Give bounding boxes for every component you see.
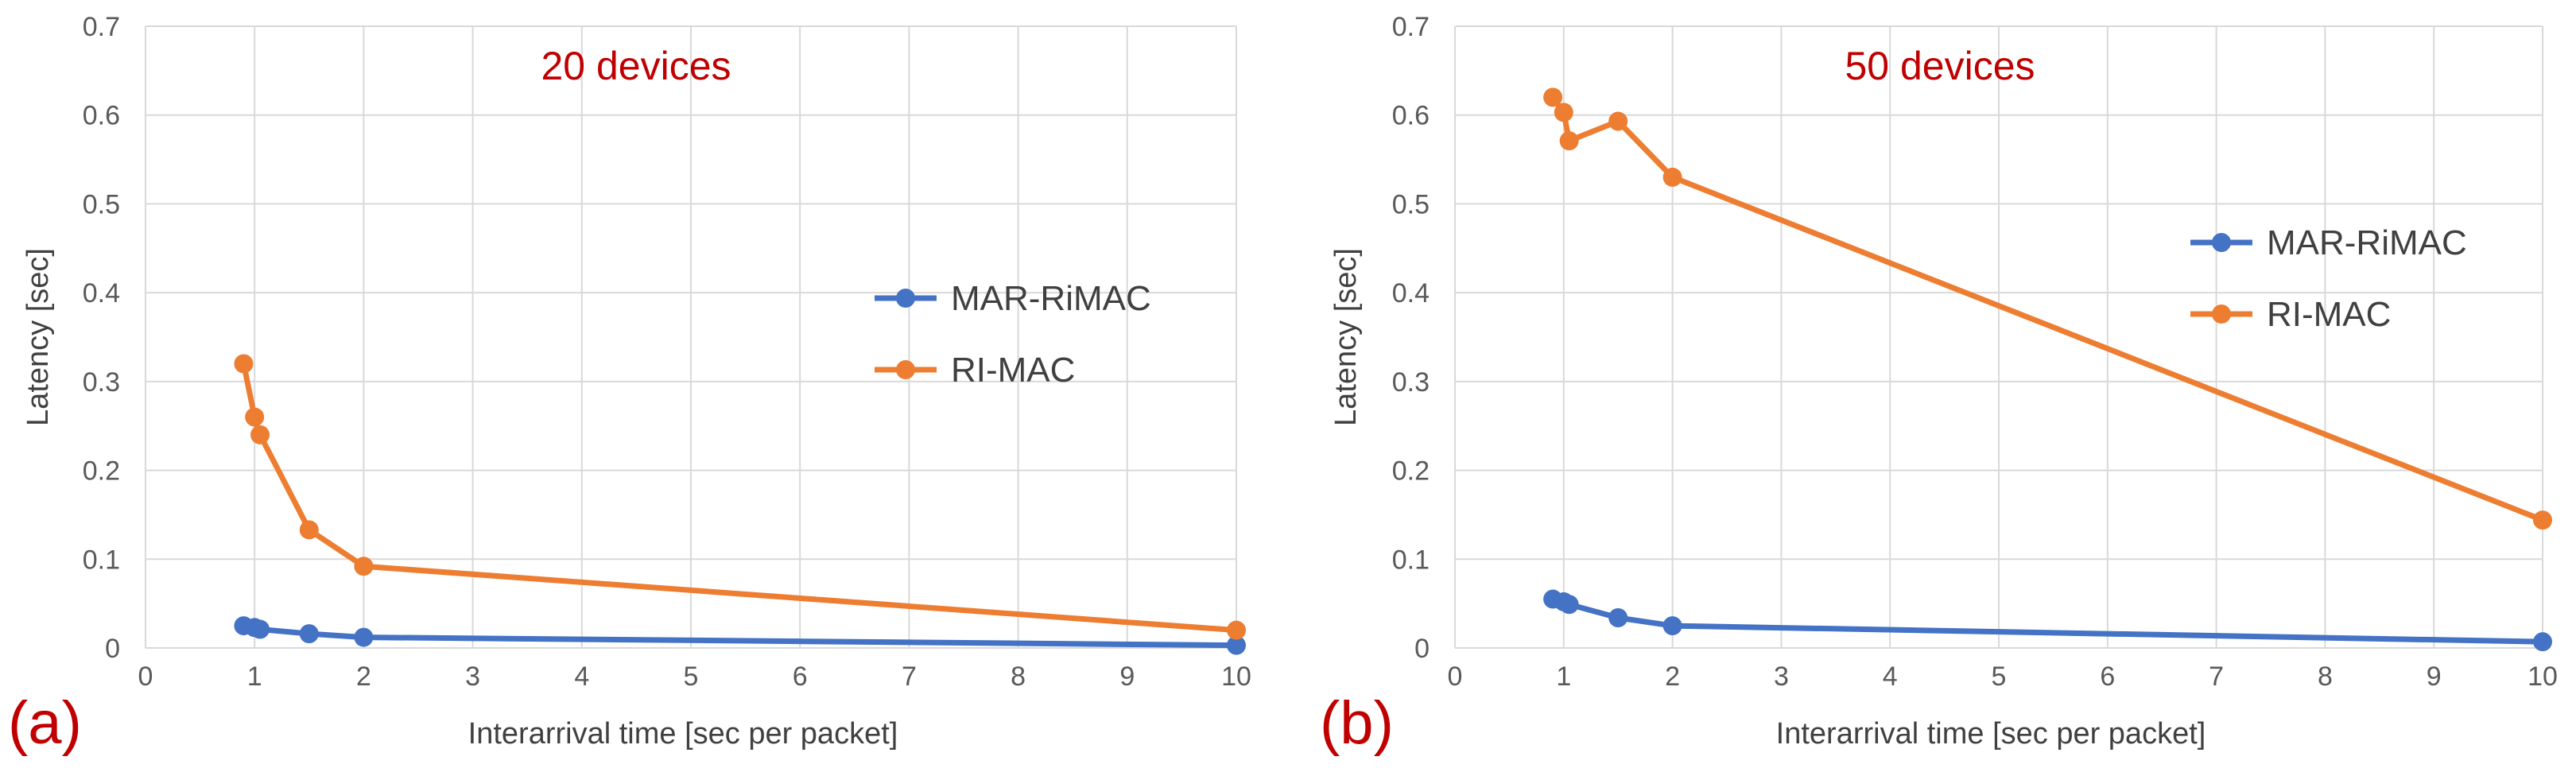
y-tick-label: 0.4 xyxy=(83,278,120,308)
y-tick-label: 0.6 xyxy=(1392,101,1430,131)
legend-marker xyxy=(2212,305,2231,324)
gridlines xyxy=(1454,25,2543,649)
legend-label: RI-MAC xyxy=(2267,295,2391,334)
data-point xyxy=(1554,103,1573,122)
x-tick-label: 0 xyxy=(1448,661,1463,692)
data-point xyxy=(2533,632,2552,652)
data-point xyxy=(245,407,265,427)
series-mar-rimac xyxy=(1543,589,2552,652)
data-point xyxy=(1662,616,1682,636)
x-tick-label: 8 xyxy=(2318,661,2333,692)
y-tick-label: 0.7 xyxy=(1392,12,1430,42)
x-tick-label: 6 xyxy=(2100,661,2115,692)
y-tick-label: 0.1 xyxy=(83,545,120,575)
legend-entry: RI-MAC xyxy=(2190,295,2391,334)
y-tick-label: 0.2 xyxy=(1392,456,1430,487)
legend-entry: RI-MAC xyxy=(875,351,1075,390)
y-tick-label: 0.2 xyxy=(83,456,120,487)
x-tick-label: 10 xyxy=(2528,661,2558,692)
y-tick-label: 0.1 xyxy=(1392,545,1430,575)
y-axis-title: Latency [sec] xyxy=(1329,248,1363,426)
data-point xyxy=(250,619,270,639)
legend-label: MAR-RiMAC xyxy=(2267,223,2467,262)
x-axis-title: Interarrival time [sec per packet] xyxy=(1776,717,2206,751)
legend-marker xyxy=(896,360,915,379)
series-line xyxy=(1550,596,2546,645)
data-point xyxy=(299,624,319,644)
y-tick-label: 0.4 xyxy=(1392,278,1430,308)
data-point xyxy=(1608,111,1628,131)
chart-panel-1: 0 1 2 3 4 5 6 7 8 9 10 0 0.1 0.2 0.3 0.4 0.5 0.6 0.7 Intera… xyxy=(8,12,1251,757)
panel-label: (b) xyxy=(1320,689,1394,757)
legend-entry: MAR-RiMAC xyxy=(2190,223,2467,262)
y-tick-label: 0.6 xyxy=(83,101,120,131)
data-point xyxy=(234,354,254,374)
y-tick-label: 0.7 xyxy=(83,12,120,42)
x-tick-label: 3 xyxy=(465,661,480,692)
legend-entry: MAR-RiMAC xyxy=(875,279,1151,318)
data-point xyxy=(354,557,374,576)
series-ri-mac xyxy=(234,354,1246,640)
chart-title: 20 devices xyxy=(541,44,731,88)
x-tick-label: 7 xyxy=(2209,661,2224,692)
data-point xyxy=(1662,167,1682,187)
x-tick-label: 8 xyxy=(1011,661,1026,692)
data-point xyxy=(1608,608,1628,628)
data-point xyxy=(1227,620,1246,640)
legend-marker xyxy=(896,289,915,308)
x-tick-label: 2 xyxy=(1665,661,1680,692)
series-line xyxy=(240,361,1240,634)
panel-label: (a) xyxy=(8,689,82,757)
data-point xyxy=(250,425,270,444)
data-point xyxy=(1543,87,1563,107)
y-tick-label: 0.3 xyxy=(83,367,120,398)
x-axis-title: Interarrival time [sec per packet] xyxy=(468,717,898,751)
x-tick-label: 4 xyxy=(574,661,589,692)
y-tick-label: 0.3 xyxy=(1392,367,1430,398)
legend-marker xyxy=(2212,233,2231,252)
data-point xyxy=(1227,635,1246,655)
x-tick-label: 4 xyxy=(1883,661,1898,692)
series-line xyxy=(1550,94,2546,523)
data-point xyxy=(354,627,374,647)
x-tick-label: 9 xyxy=(1119,661,1135,692)
y-tick-label: 0 xyxy=(1414,634,1430,664)
x-tick-label: 5 xyxy=(684,661,699,692)
x-tick-label: 1 xyxy=(247,661,262,692)
series-ri-mac xyxy=(1543,87,2552,530)
y-tick-label: 0.5 xyxy=(1392,189,1430,219)
legend-label: RI-MAC xyxy=(951,351,1075,390)
data-point xyxy=(1559,131,1579,151)
data-point xyxy=(299,520,319,540)
data-point xyxy=(2533,510,2552,530)
series-mar-rimac xyxy=(234,616,1246,655)
gridlines xyxy=(145,25,1237,649)
y-axis-title: Latency [sec] xyxy=(21,248,55,426)
x-tick-label: 9 xyxy=(2427,661,2442,692)
x-tick-label: 0 xyxy=(138,661,153,692)
series-line xyxy=(240,623,1240,649)
x-tick-label: 10 xyxy=(1221,661,1251,692)
chart-title: 50 devices xyxy=(1845,44,2035,88)
x-tick-label: 1 xyxy=(1556,661,1571,692)
y-tick-label: 0.5 xyxy=(83,189,120,219)
legend-label: MAR-RiMAC xyxy=(951,279,1151,318)
x-tick-label: 5 xyxy=(1992,661,2007,692)
x-tick-label: 7 xyxy=(902,661,917,692)
chart-panel-2: 0 1 2 3 4 5 6 7 8 9 10 0 0.1 0.2 0.3 0.4 0.5 0.6 0.7 Intera… xyxy=(1320,12,2558,757)
x-tick-label: 6 xyxy=(793,661,808,692)
x-tick-label: 2 xyxy=(356,661,371,692)
data-point xyxy=(1559,595,1579,615)
y-tick-label: 0 xyxy=(105,634,120,664)
x-tick-label: 3 xyxy=(1774,661,1789,692)
